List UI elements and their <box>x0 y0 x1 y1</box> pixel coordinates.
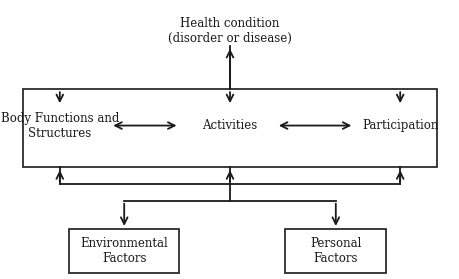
Text: Environmental
Factors: Environmental Factors <box>80 237 168 265</box>
Text: Body Functions and
Structures: Body Functions and Structures <box>0 112 119 140</box>
Bar <box>23 89 436 167</box>
Text: Health condition
(disorder or disease): Health condition (disorder or disease) <box>168 17 291 45</box>
Bar <box>285 229 386 273</box>
Text: Activities: Activities <box>202 119 257 132</box>
Text: Personal
Factors: Personal Factors <box>309 237 361 265</box>
Bar <box>69 229 179 273</box>
Text: Participation: Participation <box>361 119 437 132</box>
